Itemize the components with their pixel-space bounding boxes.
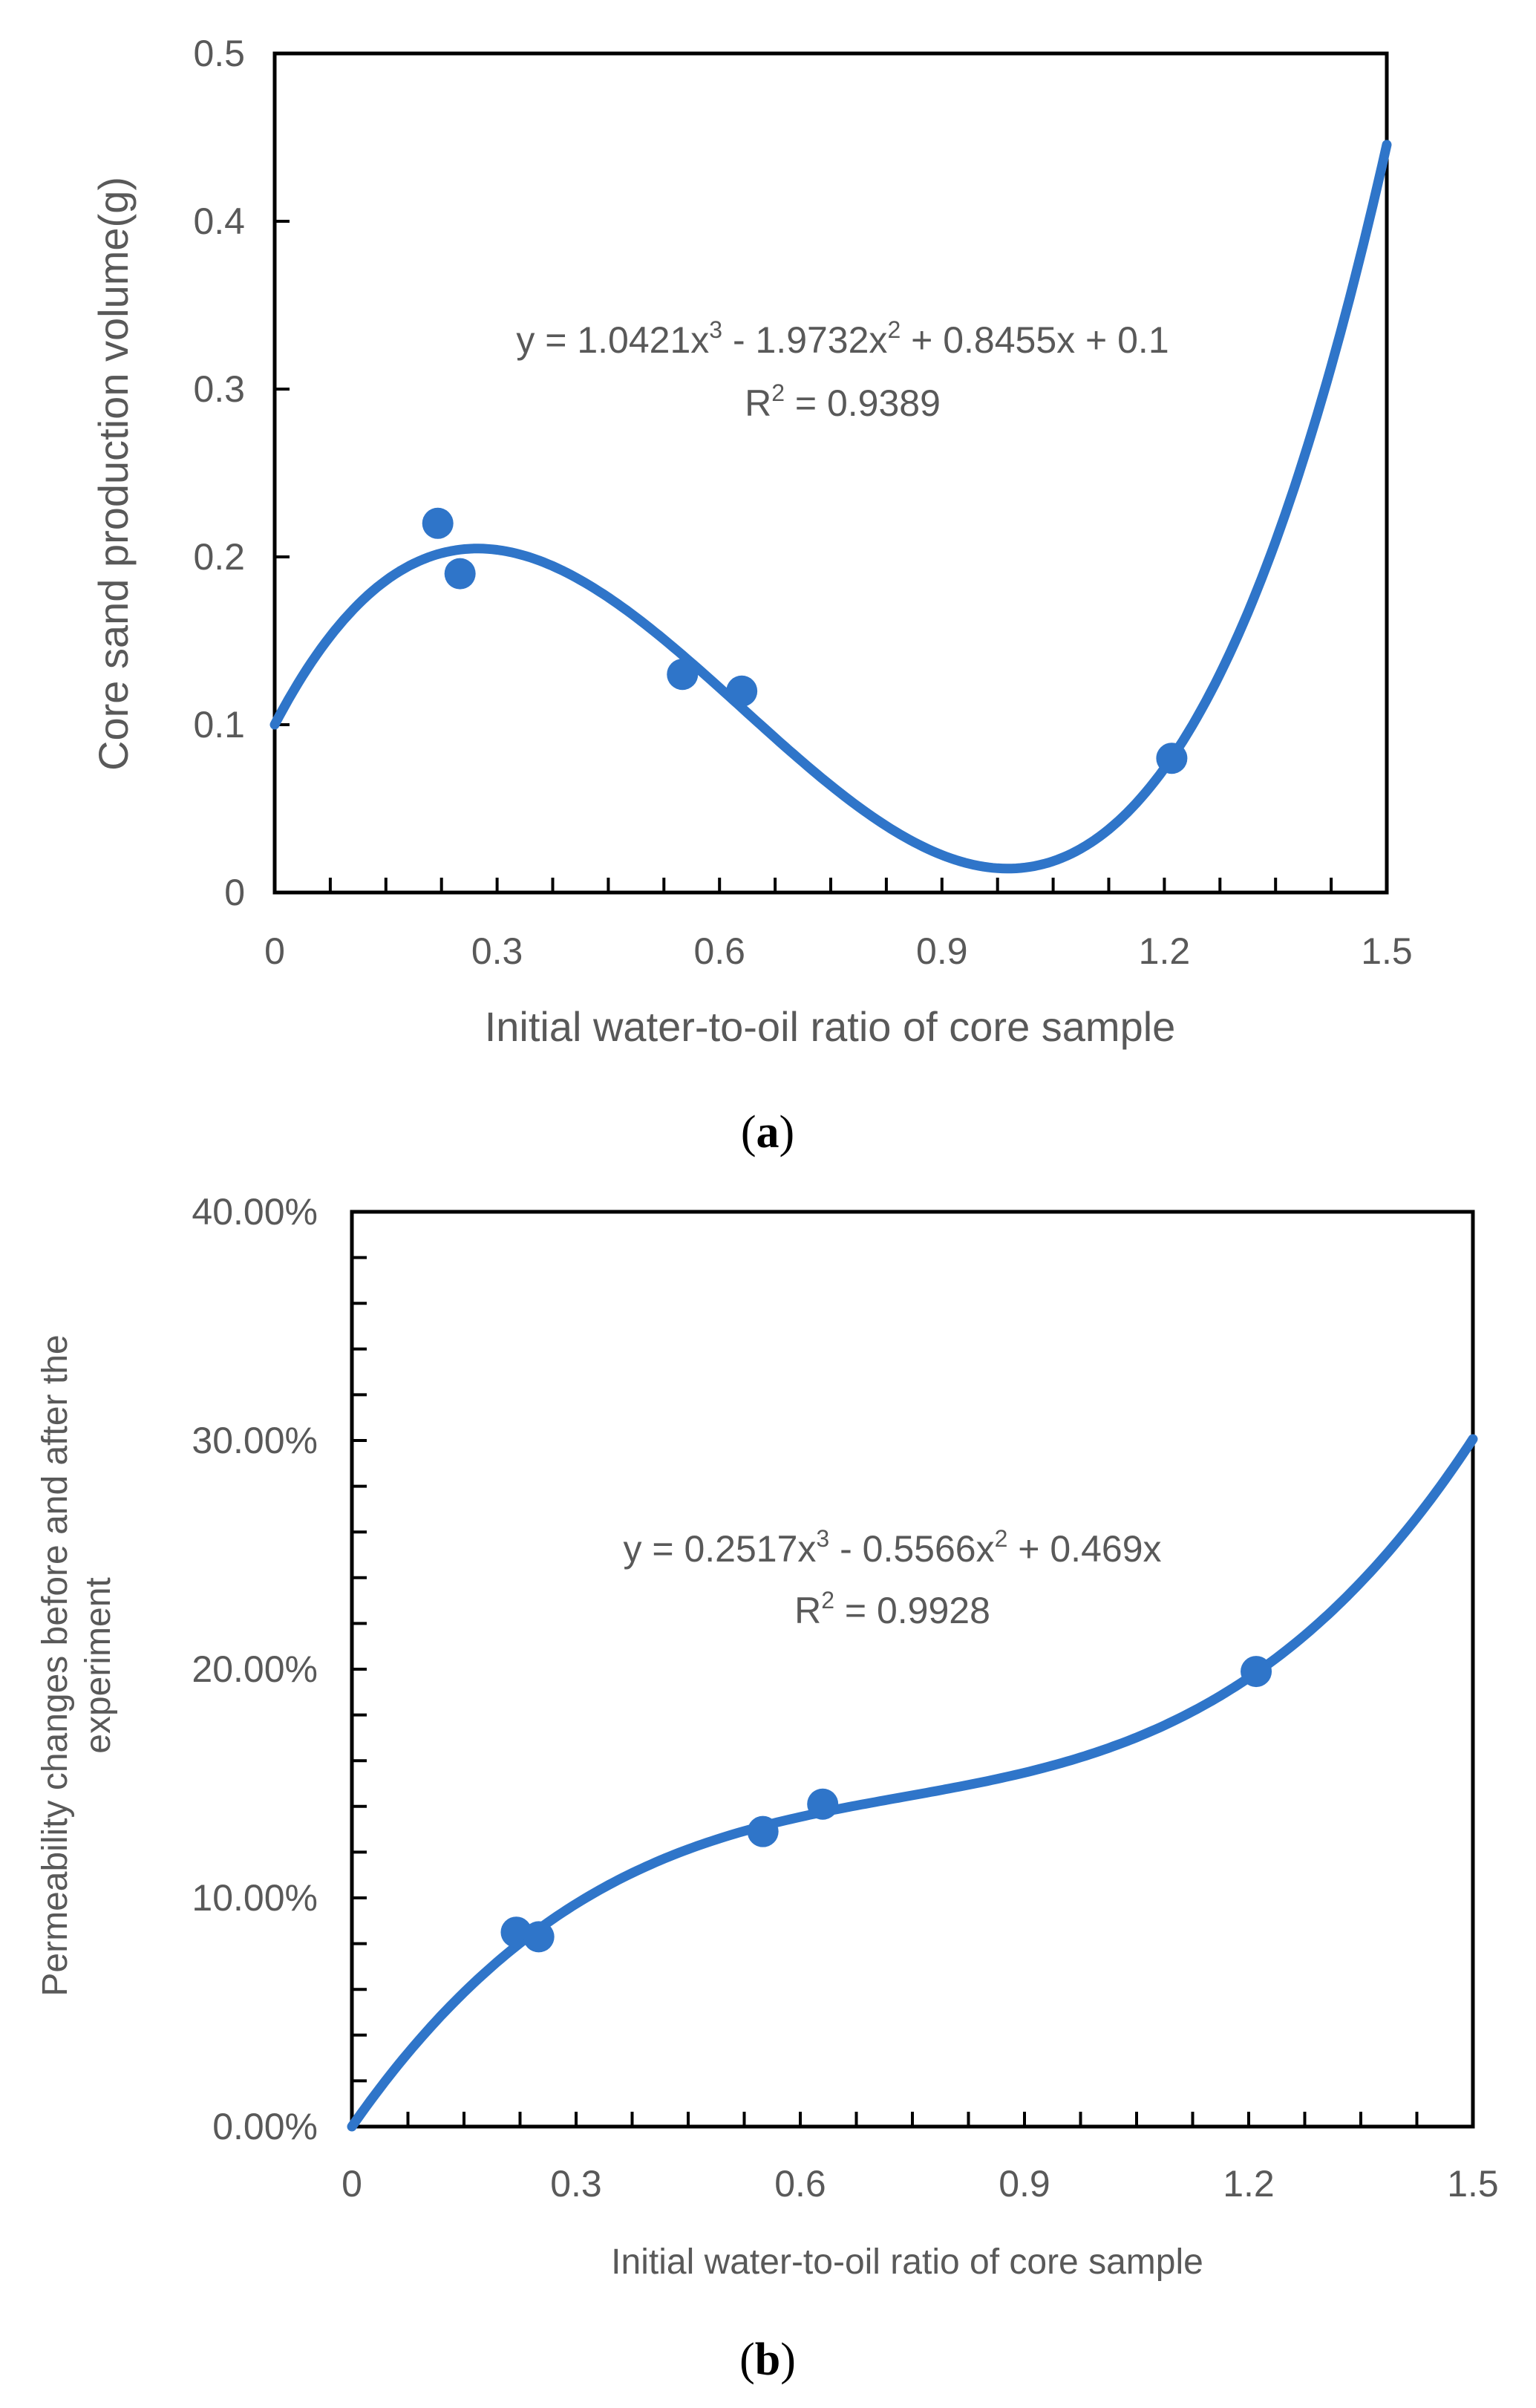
- plot-area-border: [350, 1210, 1475, 2129]
- y-tick-label: 40.00%: [192, 1191, 318, 1233]
- x-tick-label: 0: [264, 930, 285, 972]
- data-point: [1241, 1656, 1272, 1688]
- x-tick-label: 0.6: [774, 2163, 826, 2205]
- x-tick-label: 0.9: [999, 2163, 1050, 2205]
- y-tick-label: 30.00%: [192, 1420, 318, 1461]
- x-tick-label: 1.5: [1361, 930, 1413, 972]
- x-tick-label: 1.2: [1139, 930, 1191, 972]
- data-point: [523, 1921, 555, 1953]
- data-point: [422, 507, 454, 539]
- x-tick-label: 0.6: [693, 930, 745, 972]
- data-points: [500, 1656, 1272, 1953]
- r-squared: R2 = 0.9928: [794, 1587, 990, 1631]
- y-tick-label: 0.4: [193, 200, 245, 242]
- y-tick-label: 0.1: [193, 704, 245, 745]
- tick-marks: [350, 1210, 1474, 2128]
- data-point: [807, 1788, 839, 1820]
- x-tick-label: 0.9: [916, 930, 968, 972]
- x-tick-label: 0: [341, 2163, 362, 2205]
- y-axis-title: Core sand production volume(g): [90, 177, 137, 771]
- data-point: [726, 675, 758, 707]
- x-axis-title: Initial water-to-oil ratio of core sampl…: [611, 2242, 1203, 2282]
- r-squared: R2 = 0.9389: [745, 379, 941, 424]
- x-tick-labels: 0 0.3 0.6 0.9 1.2 1.5: [341, 2163, 1499, 2205]
- y-tick-labels: 0.00% 10.00% 20.00% 30.00% 40.00%: [192, 1191, 318, 2147]
- chart-panel-b: 0.00% 10.00% 20.00% 30.00% 40.00% 0 0.3 0.6 0.9…: [36, 1191, 1499, 2385]
- y-tick-label: 0.5: [193, 33, 245, 74]
- panel-label: (b): [739, 2334, 796, 2385]
- trendline-equation: y = 1.0421x3 - 1.9732x2 + 0.8455x + 0.1: [516, 316, 1169, 361]
- tick-marks: [273, 52, 1388, 894]
- data-point: [1156, 743, 1188, 774]
- y-tick-label: 10.00%: [192, 1877, 318, 1919]
- data-points: [422, 507, 1188, 774]
- x-tick-label: 0.3: [550, 2163, 602, 2205]
- y-tick-labels: 0 0.1 0.2 0.3 0.4 0.5: [193, 33, 245, 913]
- x-axis-title: Initial water-to-oil ratio of core sampl…: [485, 1003, 1176, 1050]
- x-tick-label: 0.3: [471, 930, 523, 972]
- trendline-curve: [269, 140, 1392, 874]
- chart-panel-a: 0 0.1 0.2 0.3 0.4 0.5 0 0.3 0.6 0.9 1.2 1.5 y = 1.…: [90, 33, 1413, 1158]
- data-point: [667, 659, 699, 691]
- data-point: [444, 558, 476, 590]
- y-tick-label: 0.3: [193, 368, 245, 410]
- y-tick-label: 0: [224, 872, 245, 913]
- trendline-equation: y = 0.2517x3 - 0.5566x2 + 0.469x: [624, 1525, 1162, 1570]
- y-tick-label: 20.00%: [192, 1648, 318, 1690]
- y-tick-label: 0.2: [193, 536, 245, 578]
- y-axis-title-line-1: Permeability changes before and after th…: [36, 1334, 75, 1996]
- data-point: [747, 1815, 779, 1847]
- plot-area-border: [272, 51, 1389, 895]
- panel-label: (a): [741, 1107, 794, 1158]
- x-tick-label: 1.5: [1447, 2163, 1499, 2205]
- x-tick-label: 1.2: [1223, 2163, 1275, 2205]
- y-tick-label: 0.00%: [212, 2106, 318, 2147]
- y-axis-title-line-2: experiment: [79, 1577, 118, 1753]
- x-tick-labels: 0 0.3 0.6 0.9 1.2 1.5: [264, 930, 1413, 972]
